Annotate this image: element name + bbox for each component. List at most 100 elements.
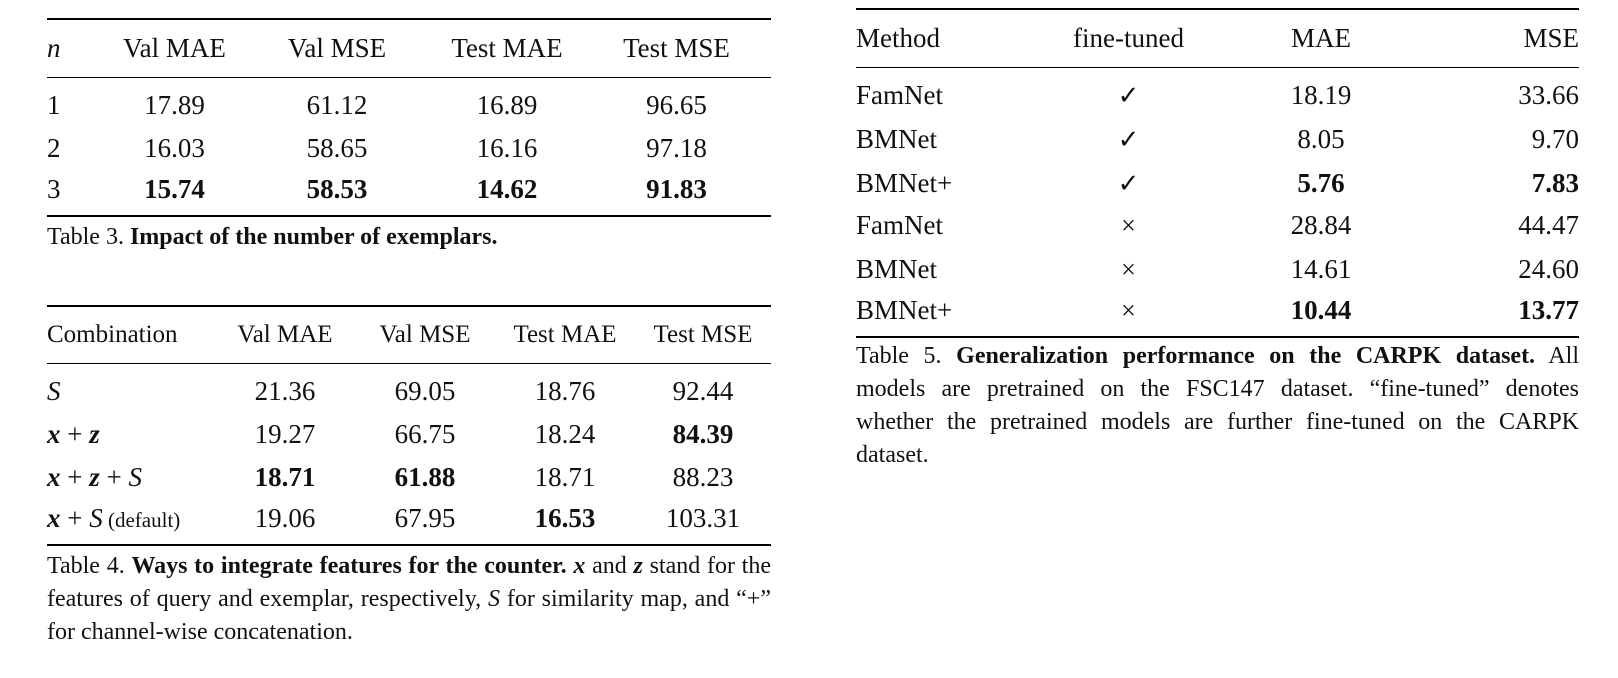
table-cell-best: 58.53 [306, 174, 368, 204]
table-cell: 69.05 [394, 376, 456, 406]
table-4: Combination Val MAE Val MSE Test MAE Tes… [47, 305, 771, 546]
method-cell: BMNet [856, 254, 937, 284]
table-row: BMNet ✓ 8.05 9.70 [856, 111, 1579, 155]
table-cell: 19.06 [254, 503, 316, 533]
query-feature-symbol: x [573, 553, 586, 579]
table-cell: 9.70 [1531, 124, 1579, 154]
table-4-block: Combination Val MAE Val MSE Test MAE Tes… [47, 305, 771, 649]
default-note: (default) [102, 508, 181, 532]
table-cell-best: 18.71 [254, 462, 316, 492]
table-cell: 17.89 [144, 90, 205, 120]
caption-text: and [585, 553, 634, 579]
caption-prefix: Table 4. [47, 553, 125, 579]
similarity-symbol: S [128, 462, 142, 492]
table-cell: 18.71 [534, 462, 596, 492]
table-cell: 92.44 [672, 376, 734, 406]
caption-prefix: Table 3. [47, 224, 124, 250]
table-5: Method fine-tuned MAE MSE FamNet ✓ 18.19… [856, 8, 1579, 338]
table-5-caption: Table 5. Generalization performance on t… [856, 340, 1579, 472]
check-mark-icon: ✓ [1117, 125, 1140, 154]
combination-cell: x + z [47, 407, 215, 450]
column-header: fine-tuned [1073, 22, 1184, 53]
column-header: Val MAE [237, 320, 333, 348]
table-cell-best: 84.39 [672, 419, 734, 449]
table-5-header-row: Method fine-tuned MAE MSE [856, 9, 1579, 67]
method-cell: BMNet [856, 124, 937, 154]
table-cell: 67.95 [394, 503, 456, 533]
column-header: Test MSE [623, 32, 730, 63]
table-cell: 33.66 [1518, 80, 1579, 110]
cross-mark-icon: × [1121, 255, 1136, 284]
caption-text: All models are pretrained on the FSC147 … [856, 343, 1580, 468]
table-4-caption: Table 4. Ways to integrate features for … [47, 550, 771, 649]
table-cell: 21.36 [254, 376, 316, 406]
exemplar-feature-symbol: z [89, 419, 100, 449]
table-cell: 44.47 [1518, 210, 1579, 240]
method-cell: BMNet+ [856, 168, 953, 198]
query-feature-symbol: x [47, 419, 61, 449]
table-row: x + S (default) 19.06 67.95 16.53 103.31 [47, 493, 771, 545]
column-header: MAE [1291, 22, 1351, 53]
caption-text: stand for the features of query and exem… [47, 553, 772, 612]
cross-mark-icon: × [1121, 295, 1136, 325]
method-cell: BMNet+ [856, 295, 953, 325]
check-mark-icon: ✓ [1117, 81, 1140, 110]
method-cell: FamNet [856, 210, 943, 240]
table-3-caption: Table 3. Impact of the number of exempla… [47, 221, 771, 254]
table-3-block: n Val MAE Val MSE Test MAE Test MSE 1 17… [47, 18, 771, 254]
caption-lead: Ways to integrate features for the count… [131, 553, 567, 579]
plus-operator: + [99, 462, 129, 492]
column-header: Combination [47, 320, 178, 348]
caption-lead: Impact of the number of exemplars. [129, 224, 498, 250]
table-3-header-row: n Val MAE Val MSE Test MAE Test MSE [47, 19, 771, 77]
table-cell: 18.19 [1290, 80, 1352, 110]
table-cell: 88.23 [672, 462, 734, 492]
table-cell: 14.61 [1290, 254, 1352, 284]
table-row: x + z 19.27 66.75 18.24 84.39 [47, 407, 771, 450]
table-row: BMNet+ ✓ 5.76 7.83 [856, 155, 1579, 199]
cross-mark-icon: × [1121, 211, 1136, 240]
table-row: S 21.36 69.05 18.76 92.44 [47, 363, 771, 407]
column-header: Val MSE [287, 32, 387, 63]
check-mark-icon: ✓ [1117, 169, 1140, 198]
column-header: Val MSE [379, 320, 471, 348]
table-row: 2 16.03 58.65 16.16 97.18 [47, 121, 771, 164]
table-cell-best: 10.44 [1290, 295, 1352, 325]
table-cell-best: 13.77 [1518, 295, 1579, 325]
table-cell: 28.84 [1290, 210, 1352, 240]
table-cell-best: 7.83 [1531, 168, 1579, 198]
table-cell-best: 16.53 [534, 503, 596, 533]
combination-cell: S [47, 363, 215, 407]
table-4-header-row: Combination Val MAE Val MSE Test MAE Tes… [47, 306, 771, 363]
table-cell-best: 15.74 [144, 174, 205, 204]
table-cell: 24.60 [1518, 254, 1579, 284]
table-cell: 97.18 [646, 133, 707, 163]
table-cell: 19.27 [254, 419, 316, 449]
query-feature-symbol: x [47, 503, 61, 533]
caption-prefix: Table 5. [856, 343, 942, 369]
table-row: BMNet+ × 10.44 13.77 [856, 285, 1579, 337]
table-cell: 18.76 [534, 376, 596, 406]
plus-operator: + [60, 503, 90, 533]
table-row: 3 15.74 58.53 14.62 91.83 [47, 164, 771, 216]
combination-cell: x + S (default) [47, 493, 215, 545]
table-cell: 8.05 [1297, 124, 1345, 154]
column-header: Test MAE [513, 320, 617, 348]
table-cell: 16.03 [144, 133, 205, 163]
exemplar-feature-symbol: z [633, 553, 643, 579]
column-header: Val MAE [123, 32, 226, 63]
table-row: x + z + S 18.71 61.88 18.71 88.23 [47, 450, 771, 493]
caption-lead: Generalization performance on the CARPK … [956, 343, 1536, 369]
table-cell: 3 [47, 174, 61, 204]
table-cell: 66.75 [394, 419, 456, 449]
table-cell-best: 61.88 [394, 462, 456, 492]
plus-operator: + [60, 462, 90, 492]
table-cell: 61.12 [306, 90, 368, 120]
table-cell-best: 14.62 [476, 174, 538, 204]
table-cell: 1 [47, 90, 61, 120]
table-row: 1 17.89 61.12 16.89 96.65 [47, 77, 771, 121]
table-cell: 58.65 [306, 133, 368, 163]
column-header: Test MAE [451, 32, 563, 63]
column-header: MSE [1523, 22, 1579, 53]
table-cell-best: 91.83 [646, 174, 707, 204]
